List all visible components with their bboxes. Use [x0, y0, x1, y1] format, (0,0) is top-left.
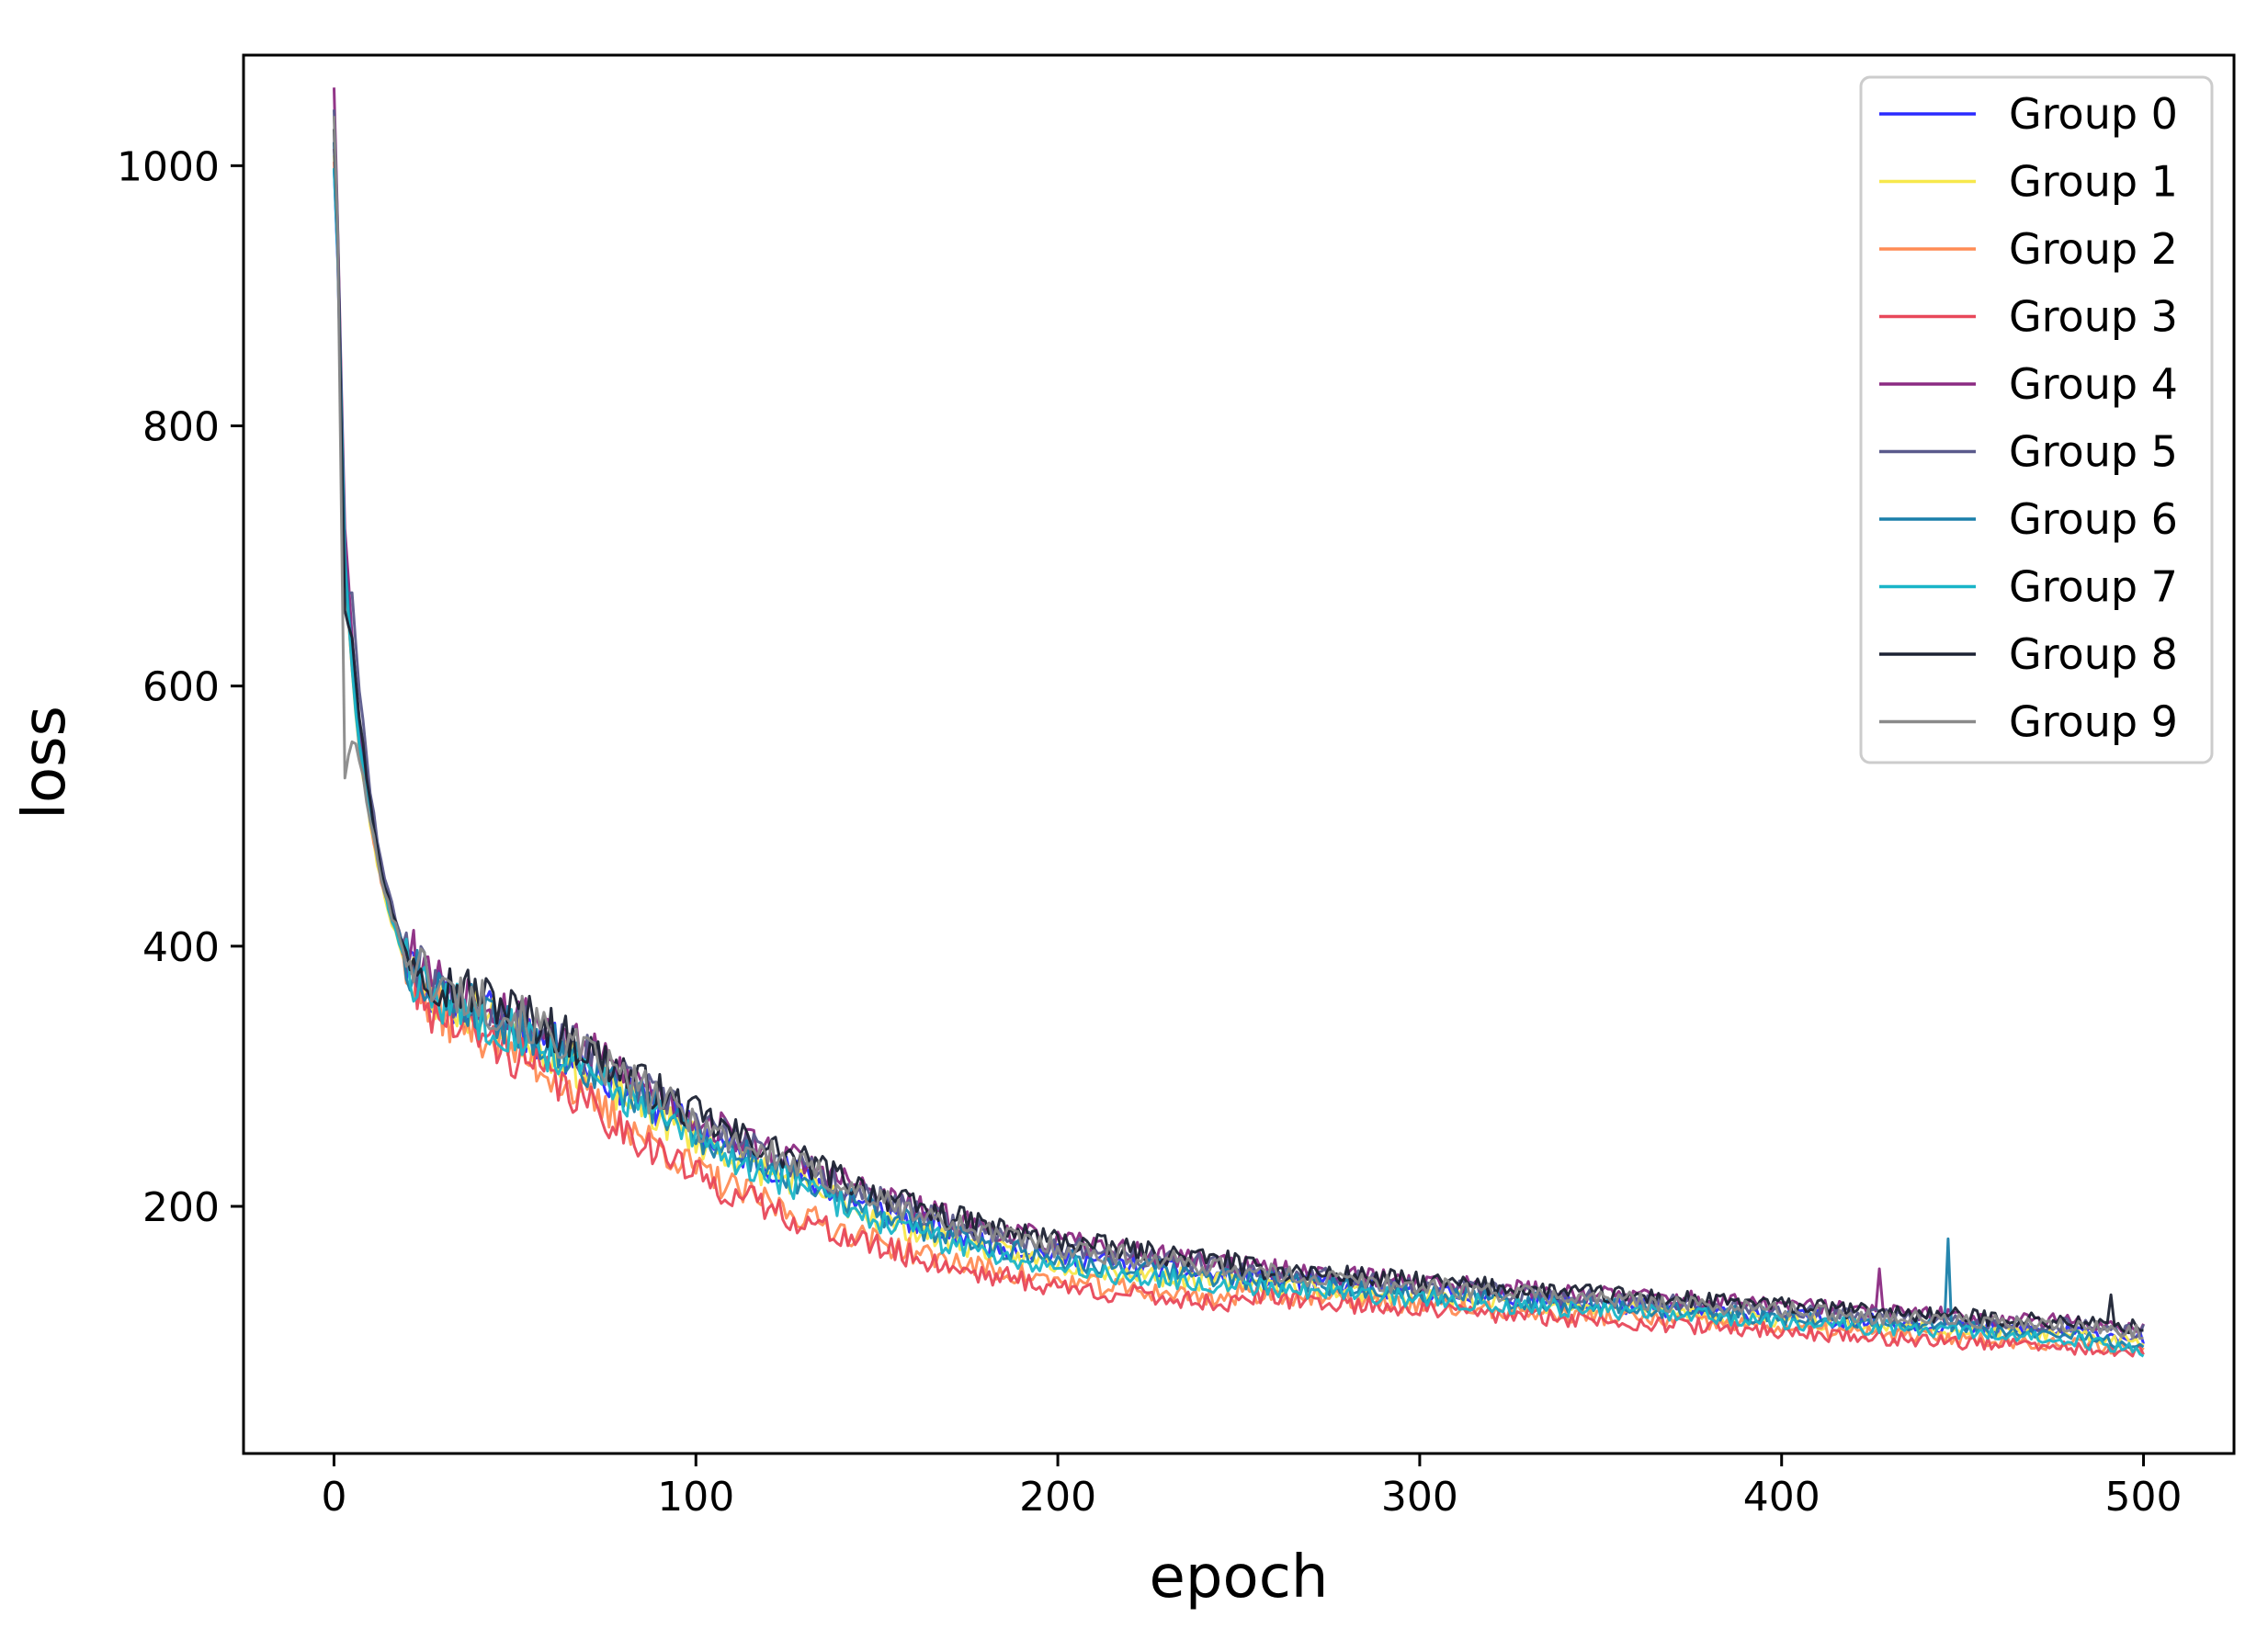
y-tick-label: 1000 — [117, 143, 220, 190]
y-tick-label: 200 — [142, 1184, 220, 1231]
plot-frame — [242, 53, 2236, 1455]
x-tick-label: 200 — [1019, 1474, 1096, 1521]
x-tick-label: 100 — [657, 1474, 734, 1521]
x-axis-title: epoch — [1150, 1544, 1329, 1612]
legend-label: Group 3 — [2009, 292, 2178, 342]
x-tick-label: 400 — [1743, 1474, 1820, 1521]
series-line-group-9 — [333, 116, 2144, 1340]
y-axis-title: loss — [11, 706, 79, 820]
legend-label: Group 5 — [2009, 427, 2178, 477]
x-axis: 0 100 200 300 400 500 — [321, 1453, 2183, 1521]
legend-label: Group 9 — [2009, 697, 2178, 747]
y-tick-label: 400 — [142, 924, 220, 971]
y-tick-label: 600 — [142, 664, 220, 711]
legend-label: Group 4 — [2009, 359, 2178, 409]
legend: Group 0 Group 1 Group 2 Group 3 Group 4 Group… — [1859, 75, 2214, 764]
x-tick-label: 500 — [2105, 1474, 2183, 1521]
x-tick-label: 300 — [1381, 1474, 1458, 1521]
legend-label: Group 2 — [2009, 224, 2178, 274]
y-axis: 200 400 600 800 1000 — [117, 143, 244, 1231]
legend-label: Group 0 — [2009, 89, 2178, 139]
y-tick-label: 800 — [142, 404, 220, 451]
legend-label: Group 8 — [2009, 629, 2178, 679]
legend-label: Group 6 — [2009, 494, 2178, 544]
legend-label: Group 7 — [2009, 562, 2178, 612]
legend-label: Group 1 — [2009, 157, 2178, 207]
x-tick-label: 0 — [321, 1474, 346, 1521]
series-line-group-3 — [333, 148, 2145, 1358]
series-layer — [333, 87, 2145, 1358]
series-line-group-2 — [333, 162, 2145, 1355]
